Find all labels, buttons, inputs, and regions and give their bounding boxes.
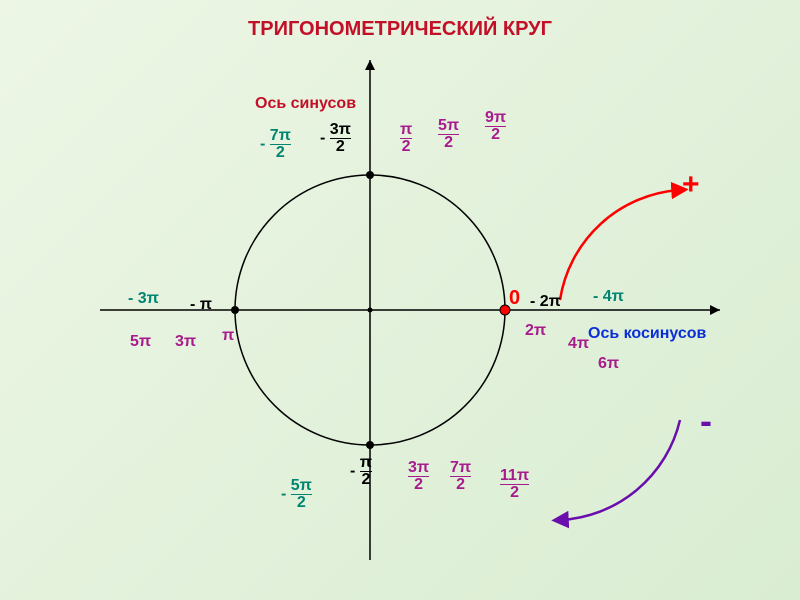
angle-label-m4pi: - 4π — [593, 288, 624, 306]
angle-label-m5pi2b: - 5π2 — [281, 478, 312, 511]
angle-label-m7pi2: - 7π2 — [260, 128, 291, 161]
angle-label-mpi: - π — [190, 296, 212, 314]
angle-label-4pi: 4π — [568, 335, 589, 353]
angle-label-5pi: 5π — [130, 333, 151, 351]
direction-arc-plus — [560, 190, 680, 300]
angle-label-5pi2: 5π2 — [438, 118, 459, 151]
angle-label-11pi2: 11π2 — [500, 468, 529, 501]
trig-circle-diagram — [0, 0, 800, 600]
axis-label-cos: Ось косинусов — [588, 325, 706, 343]
plus-sign: + — [682, 168, 700, 202]
angle-label-pi: π — [222, 327, 234, 345]
origin-zero-label: 0 — [509, 287, 520, 310]
angle-label-m2pi: - 2π — [530, 293, 561, 311]
axis-label-sin: Ось синусов — [255, 95, 356, 113]
angle-label-m3pi2: - 3π2 — [320, 122, 351, 155]
angle-label-2pi: 2π — [525, 322, 546, 340]
angle-label-pi2: π2 — [400, 122, 412, 155]
angle-label-6pi: 6π — [598, 355, 619, 373]
direction-arc-minus — [560, 420, 680, 520]
angle-label-3pi: 3π — [175, 333, 196, 351]
minus-sign: - — [700, 400, 712, 442]
angle-label-9pi2: 9π2 — [485, 110, 506, 143]
angle-label-m3pi: - 3π — [128, 290, 159, 308]
angle-label-mpi2: - π2 — [350, 455, 372, 488]
angle-label-3pi2b: 3π2 — [408, 460, 429, 493]
angle-label-7pi2b: 7π2 — [450, 460, 471, 493]
